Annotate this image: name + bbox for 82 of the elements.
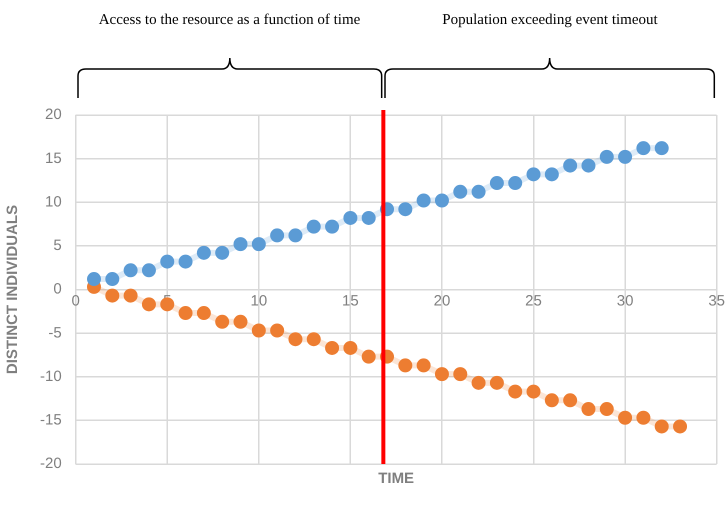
- point: [398, 358, 412, 372]
- point: [526, 167, 541, 182]
- point: [563, 393, 578, 408]
- point: [581, 402, 596, 416]
- point: [124, 263, 138, 278]
- text: Population exceeding event timeout: [441, 12, 659, 29]
- y-tick-label: 15: [44, 150, 62, 167]
- x-axis-title: TIME: [377, 470, 416, 487]
- point: [544, 393, 559, 408]
- point: [343, 340, 358, 355]
- point: [288, 332, 302, 346]
- point: [416, 358, 431, 372]
- x-tick-label: 25: [525, 292, 542, 310]
- x-tick-label: 30: [616, 292, 634, 310]
- point: [398, 202, 412, 216]
- point: [490, 376, 504, 390]
- point: [215, 246, 230, 260]
- y-tick-label: 20: [44, 106, 62, 124]
- text: Access to the resource as a function of time: [98, 12, 362, 29]
- point: [600, 402, 614, 416]
- point: [270, 324, 284, 338]
- y-tick-label: 5: [53, 237, 62, 254]
- y-tick-label: 0: [53, 280, 62, 298]
- point: [142, 263, 156, 278]
- x-tick-label: 35: [708, 292, 725, 310]
- point: [416, 194, 431, 208]
- point: [178, 254, 193, 269]
- point: [234, 314, 248, 329]
- point: [453, 367, 468, 382]
- point: [362, 350, 376, 364]
- point: [270, 228, 284, 242]
- point: [362, 210, 376, 225]
- point: [288, 228, 302, 242]
- point: [563, 158, 578, 173]
- point: [673, 419, 688, 434]
- y-tick-label: 10: [44, 193, 62, 210]
- point: [234, 237, 248, 252]
- point: [196, 306, 211, 320]
- x-tick-label: 10: [250, 292, 268, 310]
- point: [636, 141, 650, 156]
- point: [142, 297, 156, 312]
- point: [508, 384, 522, 399]
- point: [581, 158, 596, 173]
- point: [472, 376, 486, 390]
- point: [86, 272, 101, 286]
- point: [618, 410, 632, 425]
- point: [490, 176, 504, 190]
- point: [105, 288, 120, 303]
- point: [160, 297, 174, 312]
- point: [654, 419, 669, 434]
- y-tick-label: -10: [40, 368, 62, 385]
- point: [306, 220, 321, 234]
- point: [636, 410, 650, 425]
- point: [618, 150, 632, 164]
- point: [343, 210, 358, 225]
- point: [434, 194, 449, 208]
- point: [196, 246, 211, 260]
- point: [252, 324, 266, 338]
- point: [600, 150, 614, 164]
- point: [215, 314, 230, 329]
- x-tick-label: 15: [342, 292, 359, 310]
- point: [178, 306, 193, 320]
- y-axis-title: DISTINCT INDIVIDUALS: [4, 204, 22, 374]
- x-tick-label: 20: [434, 292, 450, 310]
- point: [472, 184, 486, 199]
- point: [325, 220, 340, 234]
- point: [105, 272, 120, 286]
- point: [453, 184, 468, 199]
- point: [654, 141, 669, 156]
- point: [252, 237, 266, 252]
- y-tick-label: -5: [48, 324, 62, 342]
- point: [508, 176, 522, 190]
- point: [544, 167, 559, 182]
- point: [434, 367, 449, 382]
- point: [160, 254, 174, 269]
- point: [526, 384, 541, 399]
- point: [325, 340, 340, 355]
- point: [306, 332, 321, 346]
- point: [124, 288, 138, 303]
- y-tick-label: -15: [40, 412, 62, 429]
- x-tick-label: 0: [72, 292, 80, 310]
- y-tick-label: -20: [40, 455, 62, 472]
